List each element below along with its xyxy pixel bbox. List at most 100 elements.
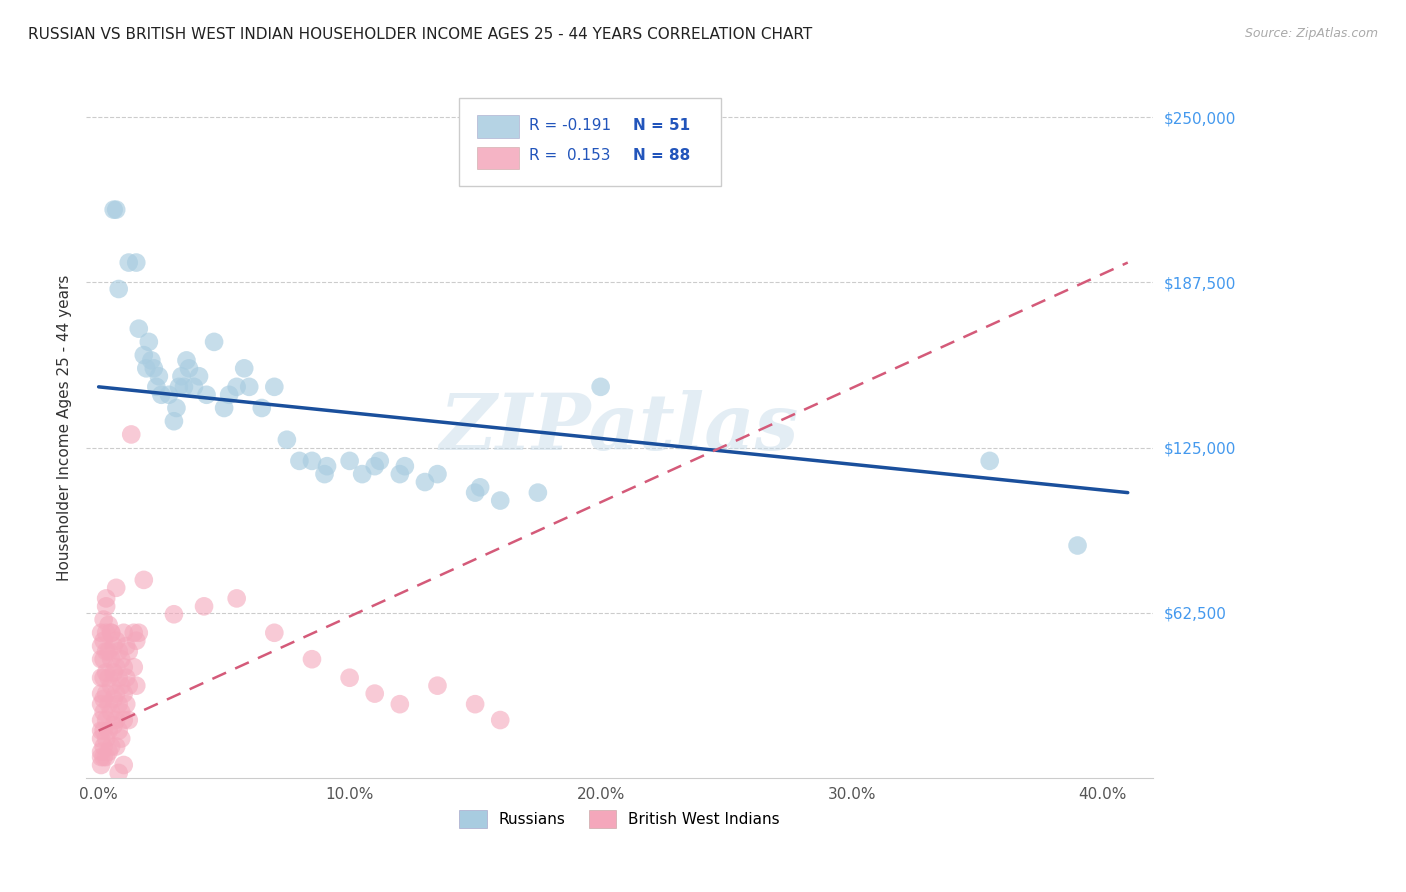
Point <box>145 380 167 394</box>
Point <box>250 401 273 415</box>
Point <box>107 766 129 780</box>
Point <box>464 485 486 500</box>
Text: R = -0.191: R = -0.191 <box>529 118 612 133</box>
Point <box>426 679 449 693</box>
Point <box>115 671 138 685</box>
Point <box>177 361 200 376</box>
Point <box>233 361 256 376</box>
Point <box>97 644 120 658</box>
Point <box>103 692 125 706</box>
Point <box>94 644 117 658</box>
Point <box>97 697 120 711</box>
Point <box>110 652 132 666</box>
Point <box>195 388 218 402</box>
FancyBboxPatch shape <box>477 147 519 169</box>
Point <box>173 380 195 394</box>
Point <box>107 697 129 711</box>
Point <box>90 652 112 666</box>
Point <box>225 380 247 394</box>
Y-axis label: Householder Income Ages 25 - 44 years: Householder Income Ages 25 - 44 years <box>58 275 72 581</box>
Point <box>97 617 120 632</box>
Point <box>263 380 285 394</box>
Point <box>112 625 135 640</box>
Point <box>527 485 550 500</box>
Text: N = 88: N = 88 <box>633 148 690 162</box>
Point <box>112 758 135 772</box>
Point <box>94 599 117 614</box>
Point <box>225 591 247 606</box>
Legend: Russians, British West Indians: Russians, British West Indians <box>453 804 786 834</box>
Point <box>142 361 165 376</box>
Point <box>339 454 361 468</box>
Point <box>105 633 128 648</box>
Point <box>107 671 129 685</box>
Point <box>90 671 112 685</box>
Point <box>103 665 125 680</box>
Point <box>105 202 128 217</box>
Point <box>150 388 173 402</box>
Point <box>163 414 186 428</box>
Point <box>103 202 125 217</box>
Point <box>141 353 163 368</box>
Point <box>90 745 112 759</box>
Point <box>103 718 125 732</box>
Point <box>288 454 311 468</box>
Point <box>125 679 148 693</box>
Point <box>93 652 115 666</box>
Point <box>115 697 138 711</box>
Point <box>94 731 117 746</box>
Point <box>100 652 122 666</box>
Point <box>276 433 298 447</box>
Point <box>148 369 170 384</box>
Point <box>263 625 285 640</box>
Point <box>93 613 115 627</box>
Point <box>118 255 141 269</box>
Point <box>90 750 112 764</box>
Point <box>138 334 160 349</box>
Point <box>135 361 157 376</box>
Point <box>464 697 486 711</box>
Point <box>90 713 112 727</box>
Point <box>388 697 411 711</box>
Point <box>489 493 512 508</box>
Point <box>105 739 128 754</box>
FancyBboxPatch shape <box>460 98 721 186</box>
Point <box>97 745 120 759</box>
Point <box>93 723 115 738</box>
Point <box>489 713 512 727</box>
Point <box>238 380 260 394</box>
Point <box>352 467 374 482</box>
Point <box>107 644 129 658</box>
Point <box>97 671 120 685</box>
Point <box>183 380 205 394</box>
Point <box>110 705 132 719</box>
Point <box>112 687 135 701</box>
Point <box>118 644 141 658</box>
Point <box>394 459 416 474</box>
Point <box>93 692 115 706</box>
Point <box>94 687 117 701</box>
Point <box>93 739 115 754</box>
Point <box>426 467 449 482</box>
Point <box>1066 539 1088 553</box>
Point <box>364 459 387 474</box>
Point <box>90 731 112 746</box>
FancyBboxPatch shape <box>477 115 519 137</box>
Point <box>110 731 132 746</box>
Point <box>93 750 115 764</box>
Point <box>339 671 361 685</box>
Point <box>93 633 115 648</box>
Point <box>176 353 198 368</box>
Point <box>314 467 336 482</box>
Point <box>93 671 115 685</box>
Point <box>170 369 193 384</box>
Point <box>193 599 215 614</box>
Point <box>132 348 155 362</box>
Point <box>100 679 122 693</box>
Point <box>100 625 122 640</box>
Point <box>107 282 129 296</box>
Point <box>589 380 612 394</box>
Point <box>118 679 141 693</box>
Point <box>100 705 122 719</box>
Point <box>103 639 125 653</box>
